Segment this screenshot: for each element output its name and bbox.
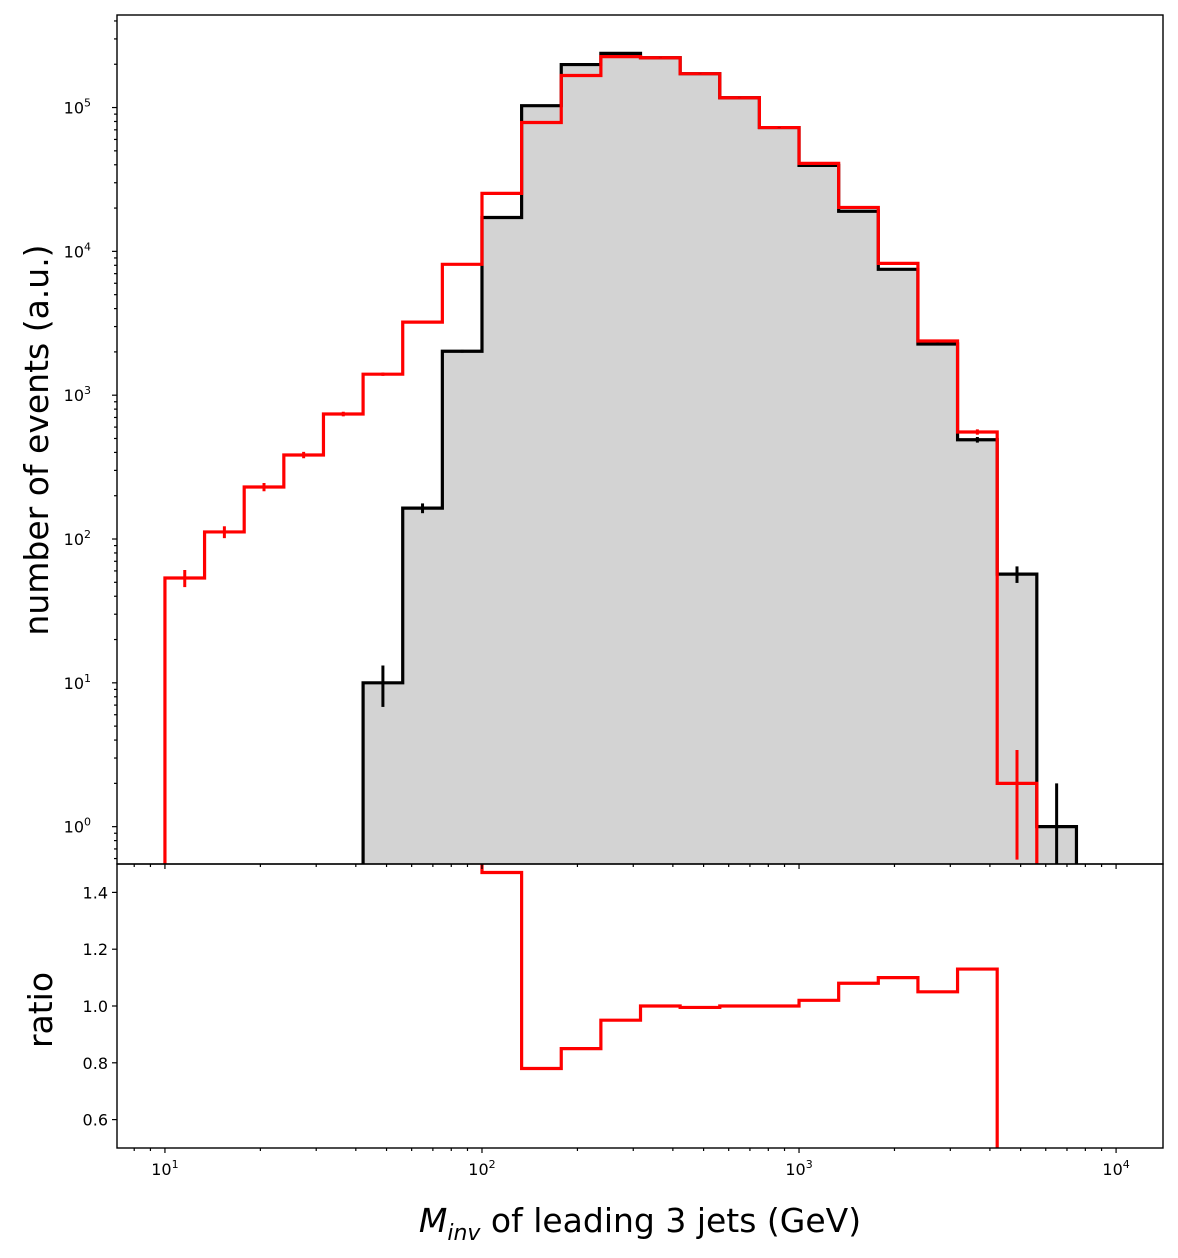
ratio-y-tick-label: 1.4: [83, 883, 108, 902]
ratio-y-tick-label: 1.0: [83, 997, 108, 1016]
y-tick-label: 101: [64, 672, 91, 693]
y-tick-label: 105: [64, 97, 91, 118]
ratio-panel-plot-area: [480, 864, 999, 1148]
y-tick-label-exponent: 2: [84, 528, 91, 541]
x-tick-label-exponent: 1: [172, 1158, 179, 1171]
x-axis-label-text: of leading 3 jets (GeV): [480, 1201, 861, 1240]
ratio-y-tick-label: 0.6: [83, 1111, 108, 1130]
ratio-y-tick-label: 0.8: [83, 1054, 108, 1073]
y-tick-label-exponent: 1: [84, 672, 91, 685]
y-tick-label: 100: [64, 816, 91, 837]
y-tick-label-base: 10: [64, 242, 84, 261]
x-tick-label: 102: [468, 1158, 495, 1179]
x-tick-label: 103: [785, 1158, 812, 1179]
reference-fill-area: [363, 53, 1077, 864]
ratio-y-tick-label: 1.2: [83, 940, 108, 959]
y-tick-label-exponent: 5: [84, 97, 91, 110]
y-tick-label-base: 10: [64, 99, 84, 118]
y-tick-label: 102: [64, 528, 91, 549]
y-tick-label-exponent: 0: [84, 816, 91, 829]
x-tick-label-exponent: 3: [806, 1158, 813, 1171]
x-tick-label: 101: [151, 1158, 178, 1179]
y-axis-label-ratio: ratio: [21, 972, 60, 1048]
x-axis-label: Minv of leading 3 jets (GeV): [419, 1201, 861, 1246]
y-tick-label-base: 10: [64, 818, 84, 837]
x-tick-label-exponent: 2: [489, 1158, 496, 1171]
x-axis-label-subscript: inv: [447, 1221, 481, 1246]
y-tick-label-base: 10: [64, 386, 84, 405]
y-tick-label-exponent: 4: [84, 240, 91, 253]
x-tick-label-base: 10: [785, 1160, 805, 1179]
y-tick-label: 104: [64, 240, 91, 261]
x-tick-label-base: 10: [468, 1160, 488, 1179]
y-tick-label-exponent: 3: [84, 384, 91, 397]
y-axis-label-main: number of events (a.u.): [17, 244, 56, 635]
y-tick-label-base: 10: [64, 674, 84, 693]
x-tick-label-base: 10: [151, 1160, 171, 1179]
x-tick-label-exponent: 4: [1123, 1158, 1130, 1171]
ratio-step-line: [480, 864, 999, 1148]
y-tick-label: 103: [64, 384, 91, 405]
axes: 101 102 103 1041001011021031041050.60.81.01…: [64, 20, 1130, 1179]
main-panel-plot-area: [163, 51, 1079, 864]
x-axis-label-symbol: M: [419, 1201, 447, 1240]
x-tick-label-base: 10: [1102, 1160, 1122, 1179]
y-tick-label-base: 10: [64, 530, 84, 549]
comparison-step-line: [163, 55, 1039, 864]
x-tick-label: 104: [1102, 1158, 1129, 1179]
